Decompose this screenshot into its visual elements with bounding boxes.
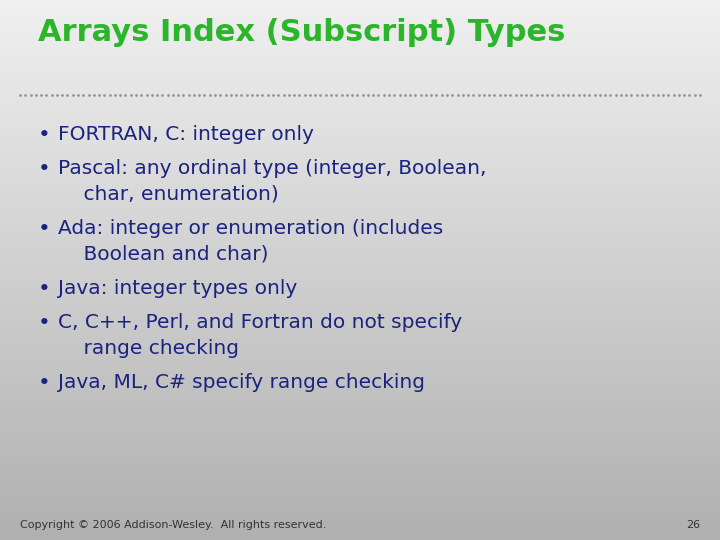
Text: C, C++, Perl, and Fortran do not specify: C, C++, Perl, and Fortran do not specify [58, 313, 462, 332]
Text: Ada: integer or enumeration (includes: Ada: integer or enumeration (includes [58, 219, 444, 238]
Text: Pascal: any ordinal type (integer, Boolean,: Pascal: any ordinal type (integer, Boole… [58, 159, 487, 178]
Text: Java, ML, C# specify range checking: Java, ML, C# specify range checking [58, 373, 425, 392]
Text: •: • [38, 159, 50, 179]
Text: Copyright © 2006 Addison-Wesley.  All rights reserved.: Copyright © 2006 Addison-Wesley. All rig… [20, 520, 326, 530]
Text: •: • [38, 279, 50, 299]
Text: •: • [38, 125, 50, 145]
Text: •: • [38, 219, 50, 239]
Text: range checking: range checking [58, 339, 239, 358]
Text: Java: integer types only: Java: integer types only [58, 279, 297, 298]
Text: 26: 26 [686, 520, 700, 530]
Text: Boolean and char): Boolean and char) [58, 245, 269, 264]
Text: •: • [38, 373, 50, 393]
Text: char, enumeration): char, enumeration) [58, 185, 279, 204]
Text: •: • [38, 313, 50, 333]
Text: Arrays Index (Subscript) Types: Arrays Index (Subscript) Types [38, 18, 565, 47]
Text: FORTRAN, C: integer only: FORTRAN, C: integer only [58, 125, 314, 144]
